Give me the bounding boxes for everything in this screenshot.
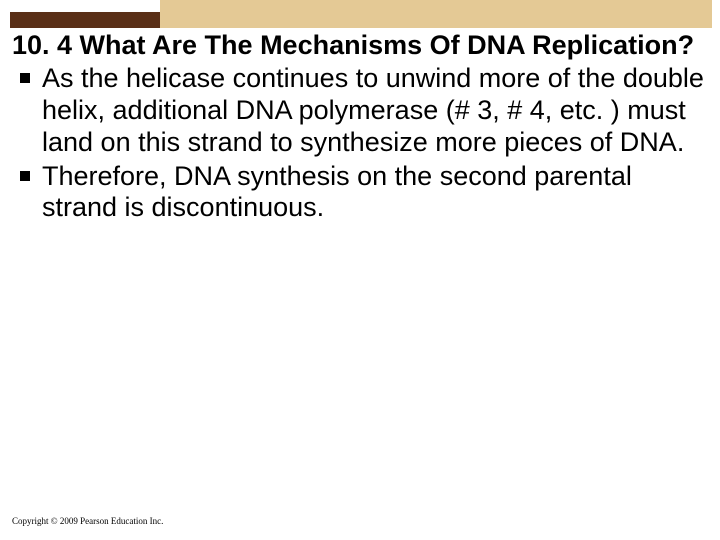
bullet-list: As the helicase continues to unwind more… — [12, 63, 708, 224]
bullet-marker-icon — [20, 171, 30, 181]
accent-bar-tan — [160, 0, 712, 28]
bullet-marker-icon — [20, 73, 30, 83]
slide-content: 10. 4 What Are The Mechanisms Of DNA Rep… — [12, 30, 708, 226]
copyright-footer: Copyright © 2009 Pearson Education Inc. — [12, 516, 163, 526]
header-bar — [0, 0, 720, 28]
slide-title: 10. 4 What Are The Mechanisms Of DNA Rep… — [12, 30, 708, 61]
accent-bar-brown — [10, 12, 160, 28]
bullet-text: Therefore, DNA synthesis on the second p… — [42, 161, 632, 223]
bullet-text: As the helicase continues to unwind more… — [42, 63, 704, 157]
bullet-item: Therefore, DNA synthesis on the second p… — [12, 161, 708, 225]
bullet-item: As the helicase continues to unwind more… — [12, 63, 708, 159]
